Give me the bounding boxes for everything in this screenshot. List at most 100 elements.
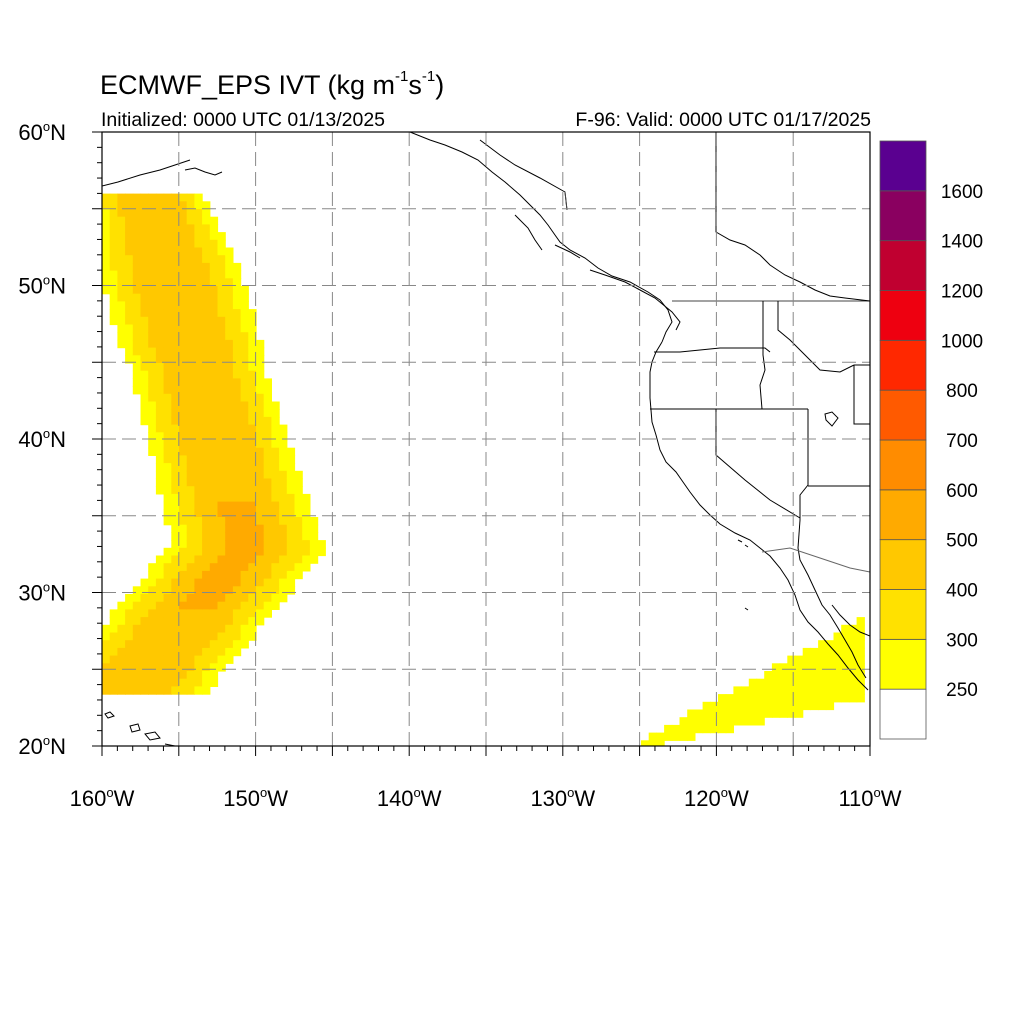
ivt-cell [163, 647, 172, 657]
ivt-cell [271, 586, 280, 595]
ivt-cell [179, 193, 188, 202]
ivt-cell [818, 663, 827, 672]
ivt-cell [202, 640, 211, 649]
ivt-cell [279, 463, 288, 472]
ivt-cell [202, 363, 211, 372]
ivt-cell [286, 578, 296, 587]
ivt-cell [155, 424, 165, 433]
ivt-cell [194, 409, 203, 418]
ivt-cell [132, 270, 142, 279]
ivt-cell [163, 286, 172, 295]
ivt-cell [209, 447, 219, 456]
ivt-cell [202, 270, 211, 279]
ivt-cell [225, 363, 234, 372]
ivt-cell [179, 255, 188, 264]
ivt-cell [194, 563, 203, 572]
ivt-cell [225, 378, 234, 387]
ivt-cell [718, 717, 727, 726]
ivt-cell [117, 224, 126, 233]
ivt-cell [263, 486, 272, 495]
ivt-cell [263, 578, 272, 587]
latitude-labels: 60oN 50oN 40oN 30oN 20oN [18, 119, 66, 759]
colorbar-swatch [879, 638, 927, 690]
ivt-cell [132, 278, 142, 287]
ivt-cell [132, 239, 142, 249]
ivt-cell [171, 640, 180, 649]
ivt-cell [209, 301, 219, 310]
ivt-cell [148, 247, 157, 256]
ivt-cell [248, 447, 257, 456]
ivt-cell [232, 617, 242, 626]
ivt-cell [202, 678, 211, 687]
ivt-cell [209, 278, 219, 287]
ivt-cell [856, 632, 865, 641]
ivt-cell [779, 671, 788, 680]
ivt-cell [186, 532, 195, 541]
ivt-cell [140, 363, 149, 372]
ivt-cell [256, 432, 265, 441]
ivt-cell [309, 524, 319, 533]
ivt-cell [194, 532, 203, 541]
ivt-cell [140, 255, 149, 264]
ivt-cell [248, 501, 257, 510]
ivt-cell [240, 570, 249, 580]
ivt-cell [787, 663, 796, 672]
ivt-cell [217, 624, 226, 634]
ivt-cell [248, 563, 257, 572]
ivt-cell [179, 293, 188, 302]
ivt-cell [171, 517, 180, 526]
ivt-cell [309, 547, 319, 557]
ivt-cell [132, 262, 142, 272]
ivt-cell [248, 486, 257, 495]
ivt-cell [841, 632, 850, 641]
ivt-cell [171, 624, 180, 634]
ivt-cell [179, 393, 188, 403]
ivt-cell [155, 678, 165, 687]
ivt-cell [240, 586, 249, 595]
ivt-cell [186, 594, 195, 603]
ivt-cell [186, 363, 195, 372]
ivt-cell [163, 339, 172, 349]
ivt-cell [240, 309, 249, 318]
ivt-cell [256, 509, 265, 518]
ivt-cell [140, 247, 149, 256]
ivt-cell [163, 270, 172, 279]
ivt-cell [125, 255, 134, 264]
ivt-cell [148, 640, 157, 649]
ivt-cell [217, 547, 226, 557]
ivt-cell [256, 363, 265, 372]
ivt-cell [818, 647, 827, 657]
ivt-cell [209, 486, 219, 495]
ivt-cell [125, 201, 134, 210]
ivt-cell [171, 594, 180, 603]
ivt-cell [810, 686, 819, 695]
ivt-cell [179, 678, 188, 687]
ivt-cell [171, 224, 180, 233]
ivt-cell [833, 663, 842, 672]
ivt-cell [109, 609, 118, 618]
ivt-cell [263, 547, 272, 557]
ivt-cell [810, 671, 819, 680]
ivt-cell [271, 547, 280, 557]
ivt-cell [140, 339, 149, 349]
ivt-cell [163, 455, 172, 464]
ivt-cell [179, 624, 188, 634]
ivt-cell [271, 517, 280, 526]
ivt-cell [217, 601, 226, 610]
ivt-cell [787, 686, 796, 695]
ivt-cell [194, 678, 203, 687]
ivt-cell [232, 386, 242, 395]
ivt-cell [240, 624, 249, 634]
ivt-cell [302, 501, 311, 510]
ivt-cell [140, 686, 149, 695]
ivt-cell [194, 540, 203, 549]
ivt-cell [186, 432, 195, 441]
ivt-cell [294, 563, 303, 572]
ivt-cell [171, 232, 180, 241]
ivt-cell [148, 609, 157, 618]
ivt-cell [209, 324, 219, 333]
ivt-cell [109, 255, 118, 264]
ivt-cell [248, 316, 257, 326]
ivt-cell [186, 386, 195, 395]
